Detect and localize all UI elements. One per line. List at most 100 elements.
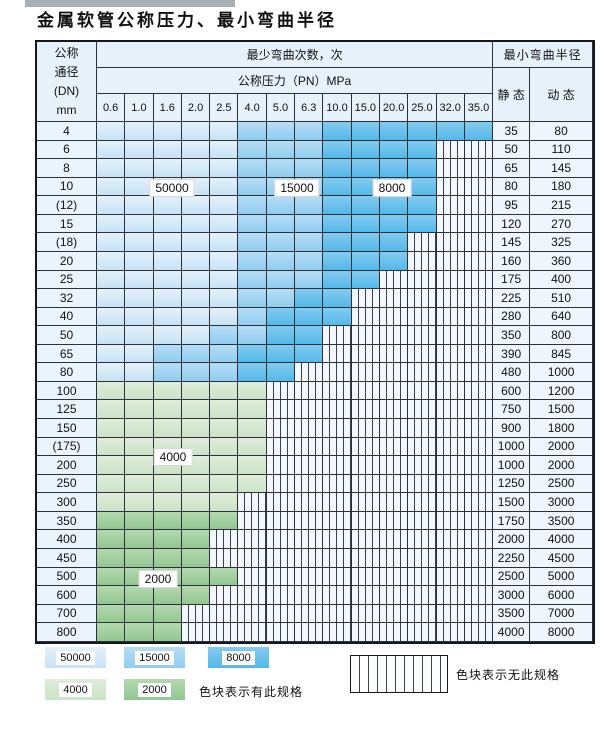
- spec-cell-none: [408, 344, 437, 364]
- spec-cell-none: [266, 623, 296, 642]
- spec-cell-50000: [210, 307, 239, 327]
- spec-cell-8000: [436, 122, 465, 141]
- spec-cell-none: [464, 344, 494, 364]
- spec-cell-50000: [125, 251, 154, 271]
- spec-cell-none: [436, 363, 465, 382]
- spec-cell-4000: [210, 437, 239, 457]
- spec-cell-4000: [210, 419, 239, 438]
- spec-cell-none: [266, 567, 296, 587]
- spec-cell-none: [238, 511, 267, 531]
- spec-cell-none: [238, 586, 267, 605]
- spec-cell-2000: [97, 604, 126, 624]
- spec-cell-none: [379, 604, 409, 624]
- pressure-col-1.0: 1.0: [125, 94, 154, 122]
- spec-cell-none: [408, 363, 437, 382]
- spec-cell-none: [295, 419, 324, 438]
- spec-cell-4000: [210, 474, 239, 494]
- spec-cell-none: [181, 623, 211, 642]
- spec-cell-50000: [210, 289, 239, 308]
- spec-cell-none: [436, 586, 465, 605]
- dynamic-value: 110: [530, 140, 593, 160]
- spec-cell-none: [464, 567, 494, 587]
- spec-cell-15000: [153, 363, 182, 382]
- dn-label: 50: [37, 326, 97, 345]
- dn-label: 800: [37, 623, 97, 642]
- spec-cell-none: [436, 289, 465, 308]
- spec-cell-8000: [323, 307, 352, 327]
- spec-cell-50000: [125, 363, 154, 382]
- spec-cell-15000: [295, 233, 324, 252]
- spec-cell-none: [436, 548, 465, 568]
- spec-cell-none: [408, 493, 437, 512]
- spec-cell-none: [266, 400, 296, 419]
- spec-cell-50000: [181, 122, 211, 141]
- spec-cell-none: [266, 604, 296, 624]
- spec-cell-2000: [153, 604, 182, 624]
- spec-cell-50000: [181, 270, 211, 290]
- dn-label: 150: [37, 419, 97, 438]
- legend-swatch-2000: 2000: [124, 679, 185, 700]
- dn-label: (175): [37, 437, 97, 457]
- spec-cell-4000: [153, 381, 182, 401]
- spec-cell-50000: [97, 363, 126, 382]
- static-value: 3000: [493, 586, 531, 605]
- static-value: 390: [493, 344, 531, 364]
- spec-cell-50000: [181, 196, 211, 215]
- spec-cell-none: [436, 511, 465, 531]
- spec-cell-8000: [408, 122, 437, 141]
- spec-cell-50000: [153, 289, 182, 308]
- spec-cell-50000: [97, 289, 126, 308]
- spec-cell-8000: [379, 140, 409, 160]
- spec-cell-none: [323, 456, 352, 475]
- dynamic-value: 4000: [530, 530, 593, 549]
- dynamic-value: 1000: [530, 363, 593, 382]
- legend-swatch-label: 50000: [56, 650, 95, 665]
- spec-cell-2000: [125, 530, 154, 549]
- page-title: 金属软管公称压力、最小弯曲半径: [37, 11, 337, 30]
- spec-cell-8000: [323, 140, 352, 160]
- spec-cell-15000: [266, 214, 296, 234]
- spec-cell-2000: [153, 548, 182, 568]
- spec-cell-none: [436, 159, 465, 178]
- spec-cell-none: [464, 530, 494, 549]
- spec-cell-50000: [181, 307, 211, 327]
- header-dynamic: 动 态: [530, 68, 593, 122]
- spec-cell-2000: [97, 548, 126, 568]
- spec-cell-none: [379, 548, 409, 568]
- spec-cell-none: [266, 381, 296, 401]
- spec-cell-none: [408, 567, 437, 587]
- dn-label: (12): [37, 196, 97, 215]
- spec-cell-15000: [238, 214, 267, 234]
- spec-cell-none: [379, 307, 409, 327]
- spec-cell-none: [436, 437, 465, 457]
- spec-cell-none: [238, 493, 267, 512]
- spec-cell-2000: [210, 567, 239, 587]
- dynamic-value: 145: [530, 159, 593, 178]
- dn-label: 25: [37, 270, 97, 290]
- spec-cell-8000: [295, 289, 324, 308]
- legend-swatch-4000: 4000: [45, 679, 106, 700]
- dynamic-value: 2000: [530, 456, 593, 475]
- spec-cell-none: [323, 623, 352, 642]
- spec-cell-none: [464, 251, 494, 271]
- spec-cell-50000: [153, 233, 182, 252]
- spec-cell-none: [351, 586, 380, 605]
- static-value: 160: [493, 251, 531, 271]
- legend-swatch-label: 15000: [135, 650, 174, 665]
- dynamic-value: 400: [530, 270, 593, 290]
- spec-cell-50000: [181, 159, 211, 178]
- spec-cell-none: [295, 381, 324, 401]
- dynamic-value: 360: [530, 251, 593, 271]
- spec-cell-none: [408, 604, 437, 624]
- static-value: 1500: [493, 493, 531, 512]
- spec-cell-50000: [97, 270, 126, 290]
- spec-cell-15000: [181, 344, 211, 364]
- spec-cell-15000: [266, 233, 296, 252]
- static-value: 35: [493, 122, 531, 141]
- spec-cell-2000: [153, 586, 182, 605]
- static-value: 120: [493, 214, 531, 234]
- legend-swatch-label: 2000: [138, 682, 171, 697]
- static-value: 750: [493, 400, 531, 419]
- spec-cell-15000: [238, 251, 267, 271]
- spec-cell-none: [323, 567, 352, 587]
